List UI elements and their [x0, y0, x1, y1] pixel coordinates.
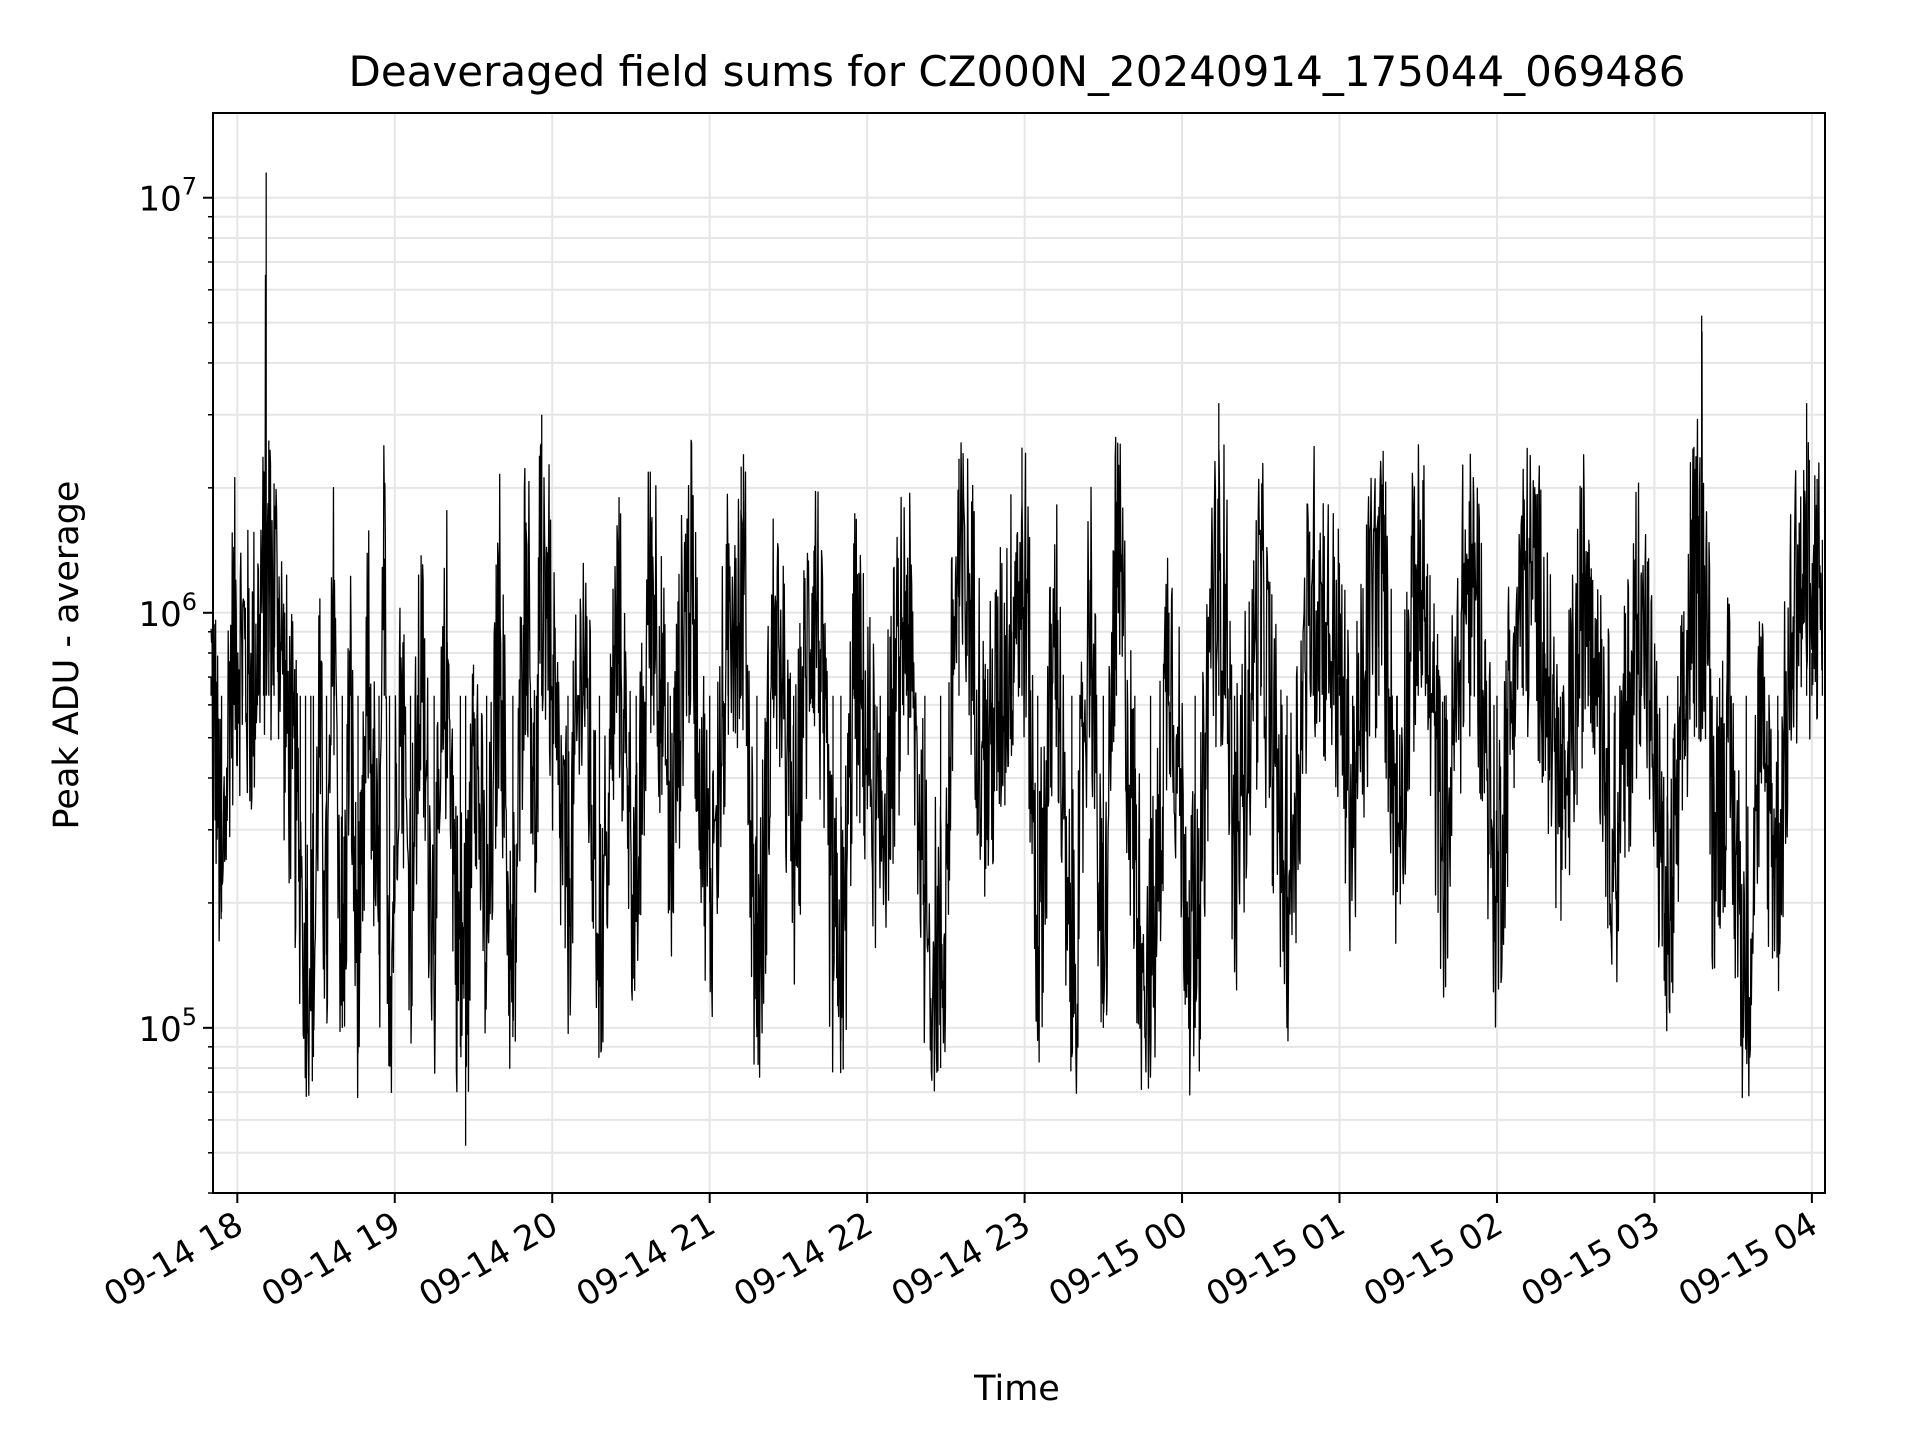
x-axis-label: Time	[973, 1369, 1060, 1409]
series-line	[210, 172, 1824, 1146]
y-tick-label: 107	[138, 173, 197, 220]
series-layer	[210, 172, 1824, 1146]
chart-title: Deaveraged field sums for CZ000N_2024091…	[349, 47, 1686, 96]
y-axis-label: Peak ADU - average	[47, 481, 87, 830]
y-tick-label: 105	[138, 1003, 197, 1050]
y-tick-label: 106	[138, 588, 197, 635]
y-axis-ticks: 105 106 107	[138, 173, 213, 1194]
